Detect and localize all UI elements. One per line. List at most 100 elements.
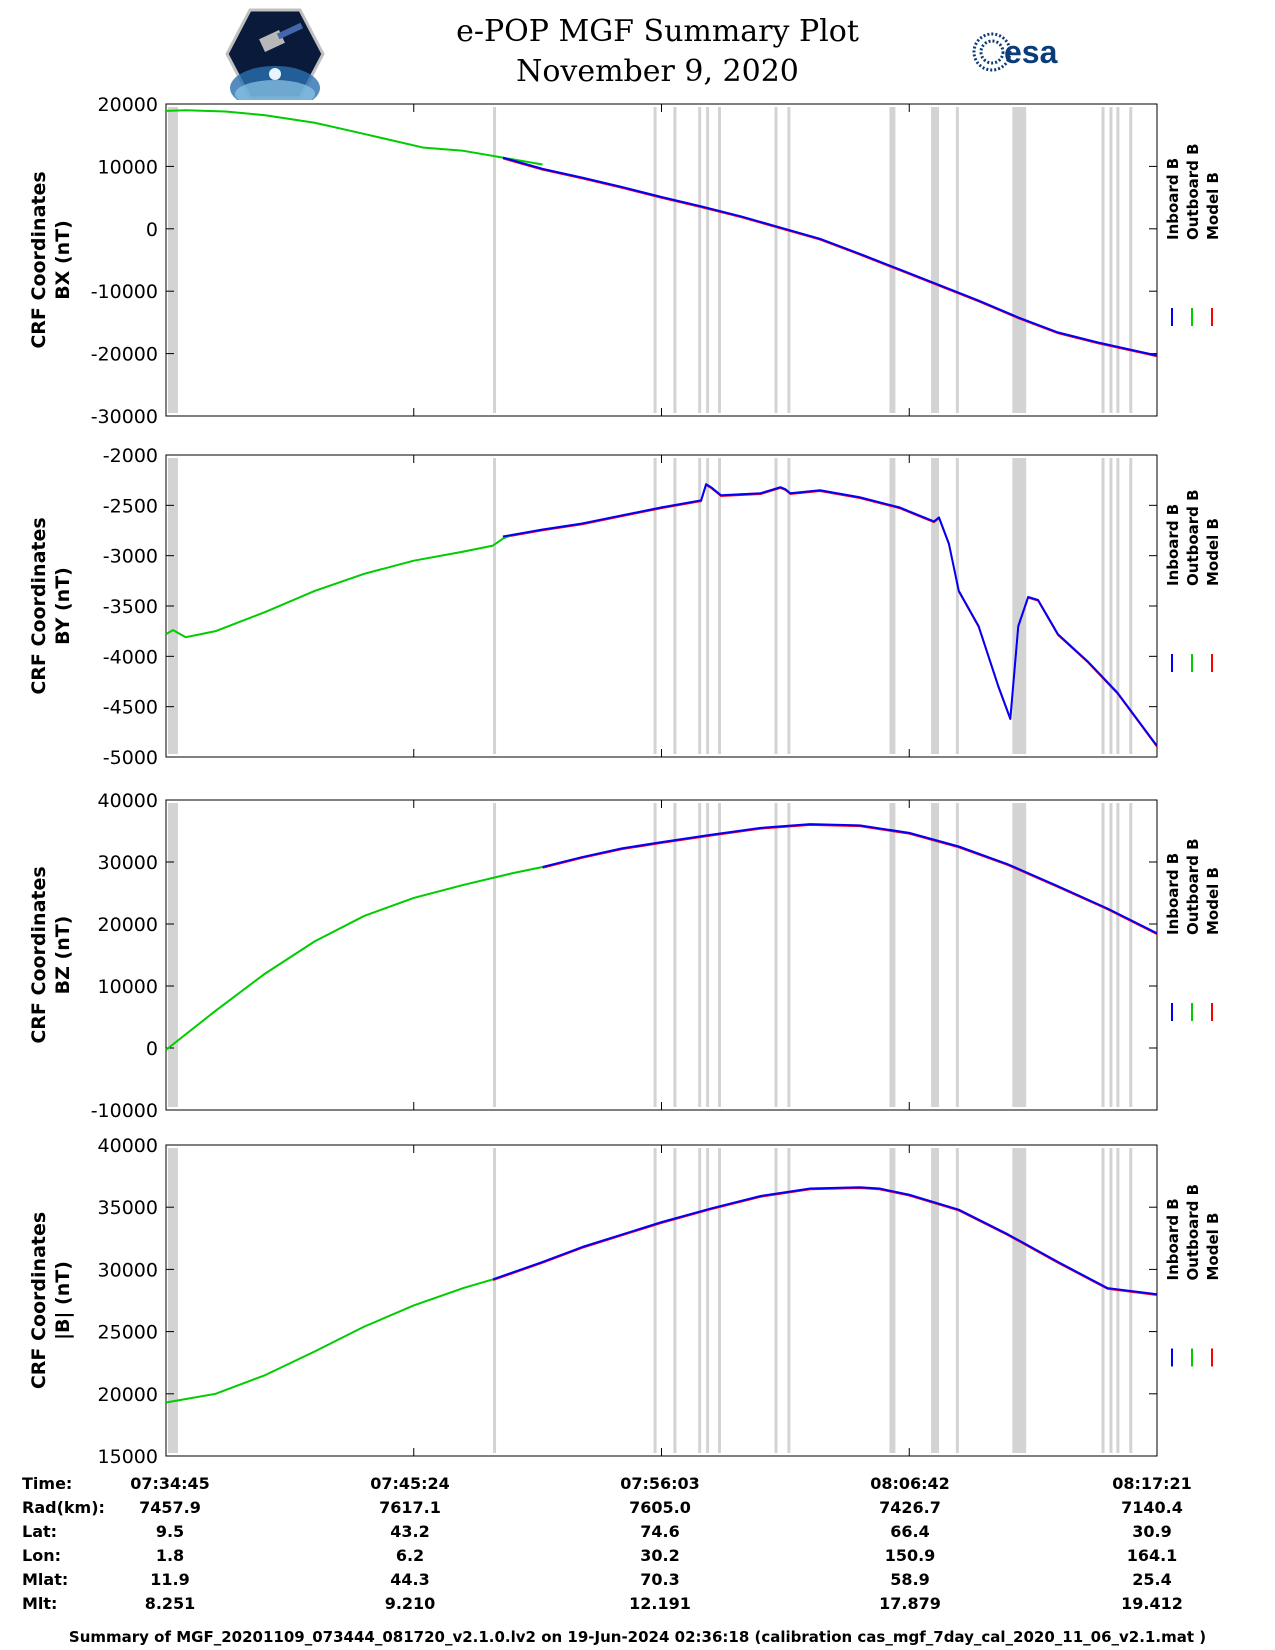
data-gap-bar xyxy=(1116,107,1120,413)
data-gap-bar xyxy=(774,803,778,1107)
y-tick-label: 25000 xyxy=(98,1322,158,1344)
data-gap-bar xyxy=(1012,107,1027,413)
ephemeris-value-lat: 74.6 xyxy=(640,1522,680,1541)
plot-frame xyxy=(165,799,1158,1111)
plot-frame xyxy=(165,1144,1158,1457)
ephemeris-value-lon: 1.8 xyxy=(155,1546,185,1565)
y-axis-label: |B| (nT) xyxy=(52,1261,74,1340)
y-tick-label: 40000 xyxy=(98,790,158,812)
data-gap-bar xyxy=(1129,107,1133,413)
data-gap-bar xyxy=(787,458,791,754)
legend-label: Outboard B xyxy=(1184,838,1202,935)
data-gap-bar xyxy=(718,458,722,754)
ephemeris-value-lon: 6.2 xyxy=(395,1546,425,1565)
legend-label: Inboard B xyxy=(1164,1198,1182,1280)
data-gap-bar xyxy=(1012,803,1027,1107)
ephemeris-value-mlat: 70.3 xyxy=(640,1570,680,1589)
legend-label: Inboard B xyxy=(1164,158,1182,240)
ephemeris-value-time: 07:34:45 xyxy=(130,1474,210,1493)
legend-label: Model B xyxy=(1204,867,1222,935)
y-tick-label: -3500 xyxy=(103,596,158,618)
y-tick-label: 20000 xyxy=(98,94,158,116)
data-gap-bar xyxy=(1101,803,1105,1107)
legend-label: Outboard B xyxy=(1184,143,1202,240)
data-gap-bar xyxy=(931,107,939,413)
ephemeris-row-label: Rad(km): xyxy=(22,1498,105,1517)
panel-b: 15000 20000 25000 30000 35000 40000 CRF Coordi… xyxy=(28,1135,1222,1468)
data-gap-bar xyxy=(931,803,939,1107)
panel-by: -5000 -4500 -4000 -3500 -3000 -2500 -2000 CRF C… xyxy=(28,445,1222,769)
data-gap-bar xyxy=(787,803,791,1107)
series-inboard-b xyxy=(542,823,1158,935)
ephemeris-value-mlat: 44.3 xyxy=(390,1570,430,1589)
series-model-b xyxy=(502,157,1158,358)
data-gap-bar xyxy=(955,803,959,1107)
series-inboard-b xyxy=(502,156,1158,357)
y-tick-label: 40000 xyxy=(98,1135,158,1157)
data-gap-bar xyxy=(931,458,939,754)
legend-label: Model B xyxy=(1204,518,1222,586)
data-gap-bar xyxy=(931,1148,939,1453)
ephemeris-value-time: 07:56:03 xyxy=(620,1474,700,1493)
data-gap-bar xyxy=(698,458,702,754)
data-gap-bar xyxy=(1101,107,1105,413)
data-gap-bar xyxy=(1012,1148,1027,1453)
ephemeris-value-lon: 30.2 xyxy=(640,1546,680,1565)
data-gap-bar xyxy=(493,458,497,754)
ephemeris-value-rad: 7426.7 xyxy=(879,1498,941,1517)
y-axis-label: BY (nT) xyxy=(52,567,74,645)
y-tick-label: -30000 xyxy=(91,406,158,428)
data-gap-bar xyxy=(889,803,896,1107)
data-gap-bar xyxy=(673,107,677,413)
data-gap-bar xyxy=(168,107,178,413)
data-gap-bar xyxy=(787,1148,791,1453)
y-tick-label: -10000 xyxy=(91,281,158,303)
legend-label: Model B xyxy=(1204,1213,1222,1281)
data-gap-bar xyxy=(1012,458,1027,754)
data-gap-bar xyxy=(1129,1148,1133,1453)
data-gap-bar xyxy=(955,1148,959,1453)
esa-logo: esa xyxy=(972,32,1058,72)
series-outboard-b xyxy=(165,865,543,1051)
y-tick-label: -5000 xyxy=(103,747,158,769)
data-gap-bar xyxy=(493,803,497,1107)
series-model-b xyxy=(502,484,1158,748)
cassiope-logo xyxy=(225,8,325,100)
data-gap-bar xyxy=(653,803,657,1107)
ephemeris-row-label: Lat: xyxy=(22,1522,58,1541)
data-gap-bar xyxy=(774,107,778,413)
data-gap-bar xyxy=(706,803,710,1107)
panel-bx: -30000 -20000 -10000 0 10000 20000 CRF Coordin… xyxy=(28,94,1222,428)
y-tick-label: 30000 xyxy=(98,852,158,874)
legend-label: Model B xyxy=(1204,172,1222,240)
legend-label: Outboard B xyxy=(1184,1184,1202,1281)
ephemeris-value-lon: 150.9 xyxy=(884,1546,936,1565)
data-gap-bar xyxy=(673,1148,677,1453)
y-tick-label: -3000 xyxy=(103,546,158,568)
data-gap-bar xyxy=(1116,1148,1120,1453)
data-gap-bar xyxy=(787,107,791,413)
panel-bz: -10000 0 10000 20000 30000 40000 CRF Coordinat… xyxy=(28,790,1222,1122)
data-gap-bar xyxy=(698,803,702,1107)
ephemeris-value-mlt: 19.412 xyxy=(1121,1594,1183,1613)
data-gap-bar xyxy=(493,1148,497,1453)
data-gap-bar xyxy=(1109,458,1113,754)
ephemeris-value-mlt: 9.210 xyxy=(384,1594,436,1613)
plot-title: e-POP MGF Summary Plot xyxy=(456,14,859,49)
y-tick-label: 15000 xyxy=(98,1446,158,1468)
ephemeris-value-lat: 66.4 xyxy=(890,1522,930,1541)
data-gap-bar xyxy=(673,803,677,1107)
legend-label: Outboard B xyxy=(1184,489,1202,586)
data-gap-bar xyxy=(889,107,896,413)
series-inboard-b xyxy=(492,1186,1158,1296)
data-gap-bar xyxy=(1129,803,1133,1107)
data-gap-bar xyxy=(774,1148,778,1453)
data-gap-bar xyxy=(1101,1148,1105,1453)
data-gap-bar xyxy=(1116,458,1120,754)
plot-date: November 9, 2020 xyxy=(516,54,799,89)
ephemeris-value-lon: 164.1 xyxy=(1126,1546,1178,1565)
ephemeris-value-time: 07:45:24 xyxy=(370,1474,450,1493)
data-gap-bar xyxy=(493,107,497,413)
data-gap-bar xyxy=(718,803,722,1107)
y-axis-label: CRF Coordinates xyxy=(28,517,50,694)
